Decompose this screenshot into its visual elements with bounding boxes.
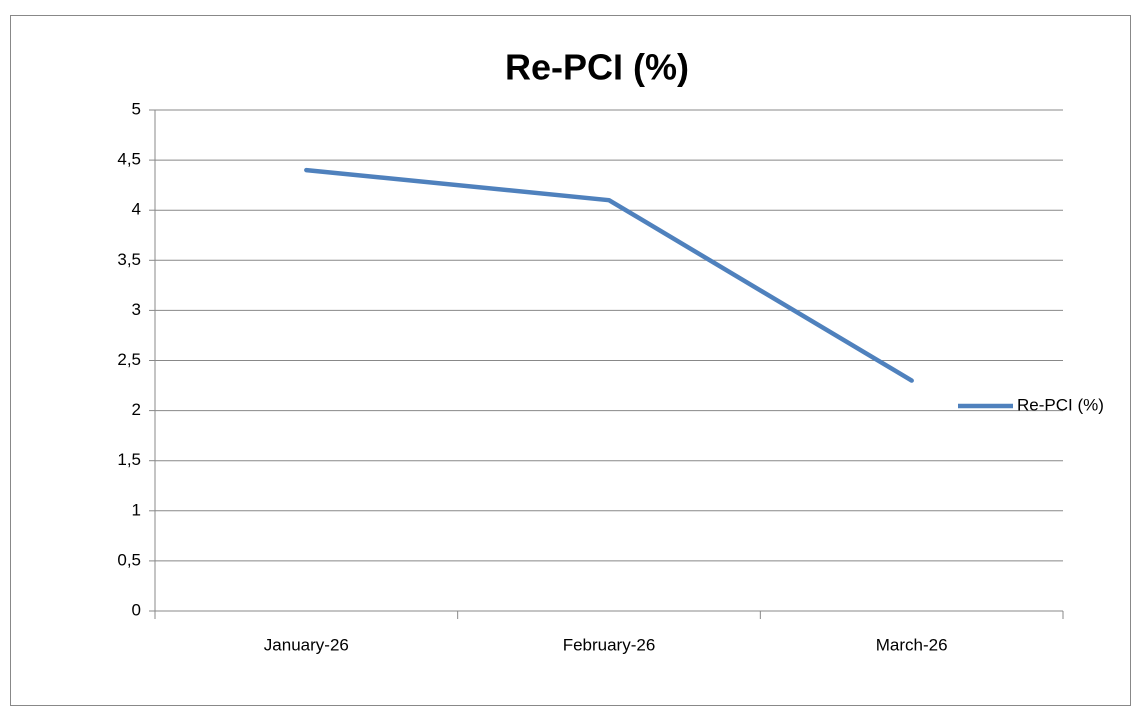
y-tick-label: 0	[132, 600, 141, 619]
x-tick-label: February-26	[563, 635, 656, 654]
line-series	[304, 167, 914, 383]
y-tick-label: 1	[132, 500, 141, 519]
y-tick-label: 1,5	[117, 450, 141, 469]
y-tick-label: 4	[132, 200, 141, 219]
y-tick-label: 0,5	[117, 550, 141, 569]
y-tick-label: 3	[132, 300, 141, 319]
x-tick-label: January-26	[264, 635, 349, 654]
y-tick-label: 4,5	[117, 150, 141, 169]
legend-label: Re-PCI (%)	[1017, 395, 1104, 414]
x-tick-label: March-26	[876, 635, 948, 654]
y-tick-label: 5	[132, 99, 141, 118]
y-tick-label: 2	[132, 400, 141, 419]
y-tick-label: 3,5	[117, 250, 141, 269]
y-tick-label: 2,5	[117, 350, 141, 369]
chart-title: Re-PCI (%)	[505, 47, 689, 88]
